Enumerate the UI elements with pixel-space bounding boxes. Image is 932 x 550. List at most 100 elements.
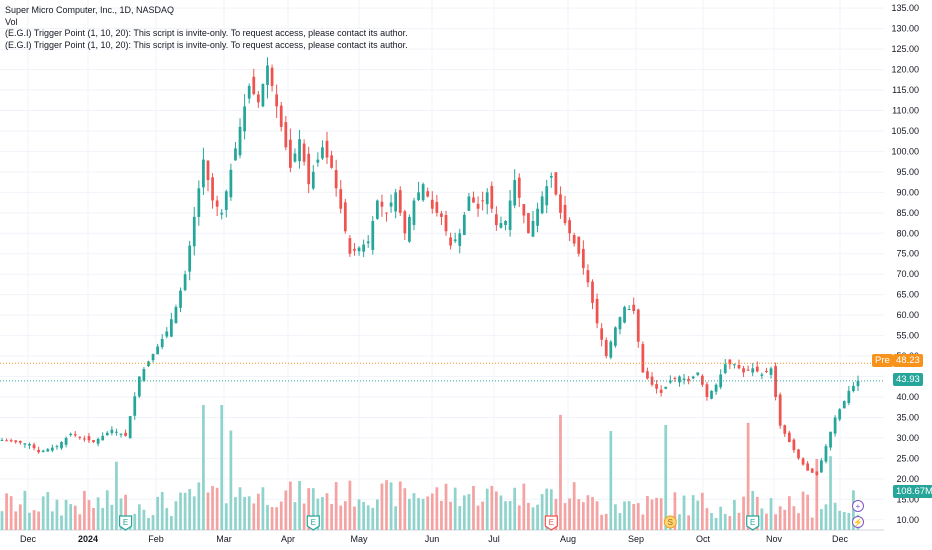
candle-body <box>632 304 636 312</box>
candle-body <box>243 106 246 132</box>
price-axis-label: 70.00 <box>896 269 919 279</box>
earnings-event-badge[interactable]: E <box>544 515 558 531</box>
volume-bar <box>188 489 192 530</box>
flash-icon[interactable]: ⚡ <box>852 516 864 528</box>
candle-body <box>375 200 379 219</box>
split-event-badge[interactable]: S <box>663 515 677 529</box>
volume-bar <box>678 514 681 530</box>
candle-body <box>563 204 567 224</box>
volume-bar <box>696 500 700 530</box>
volume-bar <box>238 487 242 530</box>
candle-body <box>261 83 265 107</box>
candle-body <box>234 148 237 161</box>
candle-body <box>508 200 512 230</box>
volume-bar <box>96 497 100 530</box>
candle-body <box>110 429 114 434</box>
candle-body <box>238 126 242 156</box>
candle-body <box>733 364 736 366</box>
candle-body <box>531 221 535 237</box>
time-axis-label: May <box>350 534 368 544</box>
volume-bar <box>435 487 439 530</box>
candle-body <box>797 449 800 459</box>
candle-body <box>46 449 50 452</box>
candle-body <box>18 440 22 443</box>
volume-bar <box>124 494 127 530</box>
volume-bar <box>321 497 324 530</box>
volume-bar <box>700 492 704 530</box>
volume-bar <box>64 499 68 530</box>
candle-body <box>545 186 549 206</box>
candle-body <box>289 139 292 168</box>
volume-bar <box>50 511 54 530</box>
candle-body <box>325 140 329 158</box>
volume-bar <box>197 482 201 530</box>
candle-body <box>96 438 100 444</box>
candle-body <box>591 281 594 303</box>
candle-body <box>792 439 796 451</box>
candle-body <box>73 434 77 436</box>
volume-bar <box>815 458 819 530</box>
candle-body <box>568 220 571 234</box>
volume-bar <box>481 501 485 530</box>
volume-bar <box>229 430 233 530</box>
volume-bar <box>32 510 36 530</box>
volume-bar <box>563 503 567 530</box>
volume-bar <box>508 501 512 530</box>
candle-body <box>458 233 462 246</box>
volume-bar <box>568 498 571 530</box>
candle-body <box>380 201 384 207</box>
candle-body <box>128 416 132 439</box>
volume-bar <box>302 503 306 530</box>
time-axis-label: 2024 <box>78 534 98 544</box>
volume-bar <box>792 506 796 530</box>
chart-legend: Super Micro Computer, Inc., 1D, NASDAQ V… <box>5 5 408 51</box>
candle-body <box>449 237 452 246</box>
volume-bar <box>394 506 398 530</box>
volume-bar <box>664 424 668 530</box>
volume-bar <box>751 490 755 530</box>
volume-bar <box>609 431 613 530</box>
earnings-event-badge[interactable]: E <box>746 515 760 531</box>
candle-body <box>435 201 439 213</box>
volume-bar <box>385 480 388 530</box>
volume-bar <box>211 486 214 530</box>
earnings-event-badge[interactable]: E <box>306 515 320 531</box>
candle-body <box>824 446 828 462</box>
volume-bar <box>687 515 691 530</box>
volume-bar <box>69 504 73 530</box>
volume-bar <box>293 502 297 530</box>
candle-body <box>115 431 118 433</box>
volume-bar <box>325 493 329 530</box>
earnings-event-badge[interactable]: E <box>118 515 133 531</box>
candle-body <box>581 248 585 269</box>
candle-body <box>714 384 718 392</box>
candle-body <box>275 94 279 107</box>
candle-body <box>142 369 146 381</box>
candle-body <box>5 440 8 442</box>
price-axis-label: 35.00 <box>896 412 919 422</box>
svg-text:E: E <box>750 518 755 527</box>
add-indicator-icon[interactable]: + <box>852 500 864 512</box>
volume-bar <box>513 487 517 530</box>
volume-bar <box>375 499 379 530</box>
candle-body <box>440 213 443 217</box>
candle-body <box>23 443 27 445</box>
candle-body <box>760 374 764 376</box>
volume-bar <box>760 508 764 530</box>
candle-body <box>69 433 73 436</box>
candle-body <box>398 190 402 213</box>
candle-body <box>609 341 613 358</box>
pre-market-label: Pre <box>872 354 893 367</box>
candle-body <box>806 463 810 471</box>
candle-body <box>92 440 95 443</box>
volume-bar <box>646 495 649 530</box>
volume-bar <box>842 512 846 530</box>
candle-body <box>371 221 375 250</box>
price-axis-label: 85.00 <box>896 208 919 218</box>
price-axis-label: 125.00 <box>891 44 919 54</box>
candle-body <box>856 380 860 387</box>
candle-body <box>28 444 31 446</box>
candle-body <box>160 339 164 348</box>
volume-bar <box>101 507 105 530</box>
